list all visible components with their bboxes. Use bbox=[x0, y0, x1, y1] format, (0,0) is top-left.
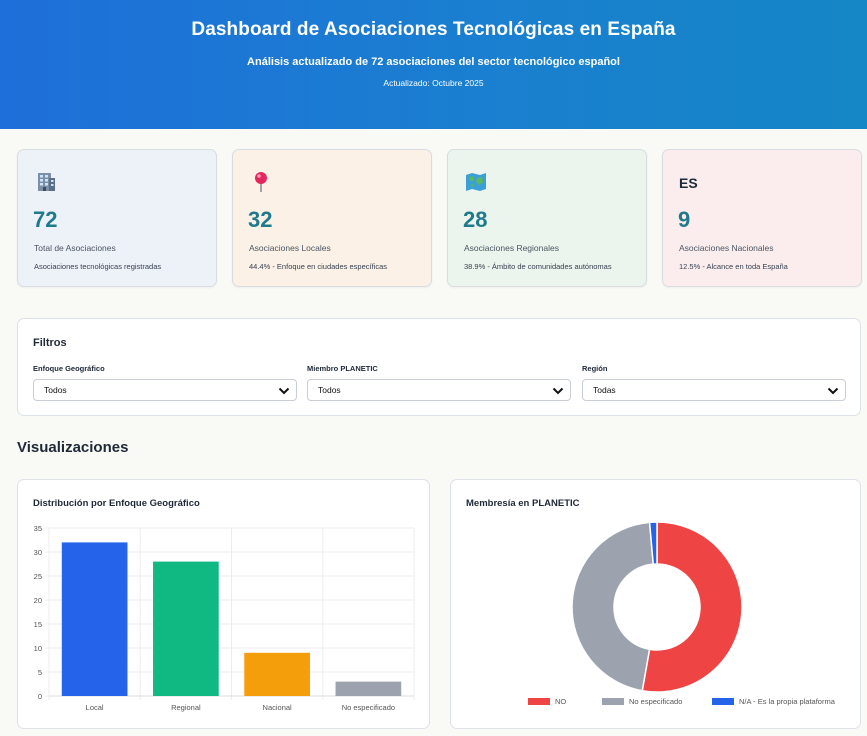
stat-value: 32 bbox=[248, 207, 273, 232]
y-tick-label: 0 bbox=[38, 692, 42, 701]
y-tick-label: 25 bbox=[34, 572, 42, 581]
y-tick-label: 35 bbox=[34, 524, 42, 533]
stat-card-regional: 28 Asociaciones Regionales 38.9% - Ámbit… bbox=[447, 149, 647, 287]
spain-flag-icon: ES bbox=[679, 175, 698, 191]
filters-panel: Filtros Enfoque Geográfico Todos Miembro… bbox=[17, 318, 861, 416]
map-pin-icon bbox=[249, 170, 273, 194]
legend-label: NO bbox=[555, 697, 566, 706]
stat-value: 9 bbox=[678, 207, 691, 232]
x-tick-label: No especificado bbox=[342, 703, 395, 712]
select-value: Todos bbox=[318, 385, 341, 395]
chevron-down-icon bbox=[827, 387, 839, 395]
donut-slice bbox=[571, 521, 655, 692]
stat-description: Asociaciones tecnológicas registradas bbox=[34, 262, 162, 271]
donut-chart: NO No especificado N/A - Es la propia plat… bbox=[528, 521, 836, 706]
page-header: Dashboard de Asociaciones Tecnológicas e… bbox=[0, 0, 867, 129]
stat-description: 44.4% - Enfoque en ciudades específicas bbox=[249, 262, 388, 271]
stat-label: Total de Asociaciones bbox=[34, 243, 116, 253]
x-tick-label: Local bbox=[86, 703, 104, 712]
y-tick-label: 15 bbox=[34, 620, 42, 629]
stat-label: Asociaciones Nacionales bbox=[679, 243, 774, 253]
chevron-down-icon bbox=[278, 387, 290, 395]
donut-slice bbox=[648, 521, 658, 565]
stat-card-local: 32 Asociaciones Locales 44.4% - Enfoque … bbox=[232, 149, 432, 287]
bar bbox=[335, 681, 402, 696]
stat-card-national: ES 9 Asociaciones Nacionales 12.5% - Alc… bbox=[662, 149, 862, 287]
y-tick-label: 30 bbox=[34, 548, 42, 557]
y-tick-label: 10 bbox=[34, 644, 42, 653]
stat-value: 28 bbox=[463, 207, 488, 232]
updated-label: Actualizado: Octubre 2025 bbox=[383, 78, 484, 88]
stat-description: 12.5% - Alcance en toda España bbox=[679, 262, 788, 271]
stat-value: 72 bbox=[33, 207, 58, 232]
donut-chart-title: Membresía en PLANETIC bbox=[466, 498, 580, 509]
y-tick-label: 5 bbox=[38, 668, 42, 677]
bar bbox=[153, 561, 219, 696]
select-value: Todos bbox=[44, 385, 67, 395]
geographic-focus-select[interactable]: Todos bbox=[33, 379, 297, 401]
stat-label: Asociaciones Regionales bbox=[464, 243, 559, 253]
chevron-down-icon bbox=[552, 387, 564, 395]
filter-label: Enfoque Geográfico bbox=[33, 364, 105, 373]
stat-card-total: 72 Total de Asociaciones Asociaciones te… bbox=[17, 149, 217, 287]
filter-geographic: Enfoque Geográfico Todos bbox=[33, 364, 297, 401]
stat-description: 38.9% - Ámbito de comunidades autónomas bbox=[464, 262, 612, 271]
bar-chart-card: Distribución por Enfoque Geográfico 0 5 10… bbox=[17, 479, 430, 729]
filters-title: Filtros bbox=[33, 337, 67, 349]
bar-chart-title: Distribución por Enfoque Geográfico bbox=[33, 498, 200, 509]
planetic-member-select[interactable]: Todos bbox=[307, 379, 571, 401]
legend-swatch bbox=[712, 698, 734, 705]
visualizations-title: Visualizaciones bbox=[17, 439, 129, 456]
y-tick-label: 20 bbox=[34, 596, 42, 605]
bar-chart: 0 5 10 15 20 25 30 35 Local Regional Nacional No es… bbox=[34, 524, 415, 712]
filter-label: Miembro PLANETIC bbox=[307, 364, 378, 373]
donut-chart-card: Membresía en PLANETIC NO No especificado N… bbox=[450, 479, 861, 729]
stat-label: Asociaciones Locales bbox=[249, 243, 331, 253]
donut-slice bbox=[641, 521, 743, 693]
bar bbox=[61, 542, 128, 696]
x-tick-label: Regional bbox=[171, 703, 201, 712]
office-building-icon bbox=[34, 170, 58, 194]
x-tick-label: Nacional bbox=[263, 703, 293, 712]
region-select[interactable]: Todas bbox=[582, 379, 846, 401]
legend-label: N/A - Es la propia plataforma bbox=[739, 697, 836, 706]
filter-label: Región bbox=[582, 364, 608, 373]
select-value: Todas bbox=[593, 385, 616, 395]
filter-planetic: Miembro PLANETIC Todos bbox=[307, 364, 571, 401]
bar bbox=[244, 652, 310, 696]
legend-swatch bbox=[602, 698, 624, 705]
world-map-icon bbox=[464, 170, 488, 194]
page-title: Dashboard de Asociaciones Tecnológicas e… bbox=[191, 19, 676, 40]
filter-region: Región Todas bbox=[582, 364, 846, 401]
legend-swatch bbox=[528, 698, 550, 705]
page-subtitle: Análisis actualizado de 72 asociaciones … bbox=[247, 56, 620, 68]
legend-label: No especificado bbox=[629, 697, 682, 706]
